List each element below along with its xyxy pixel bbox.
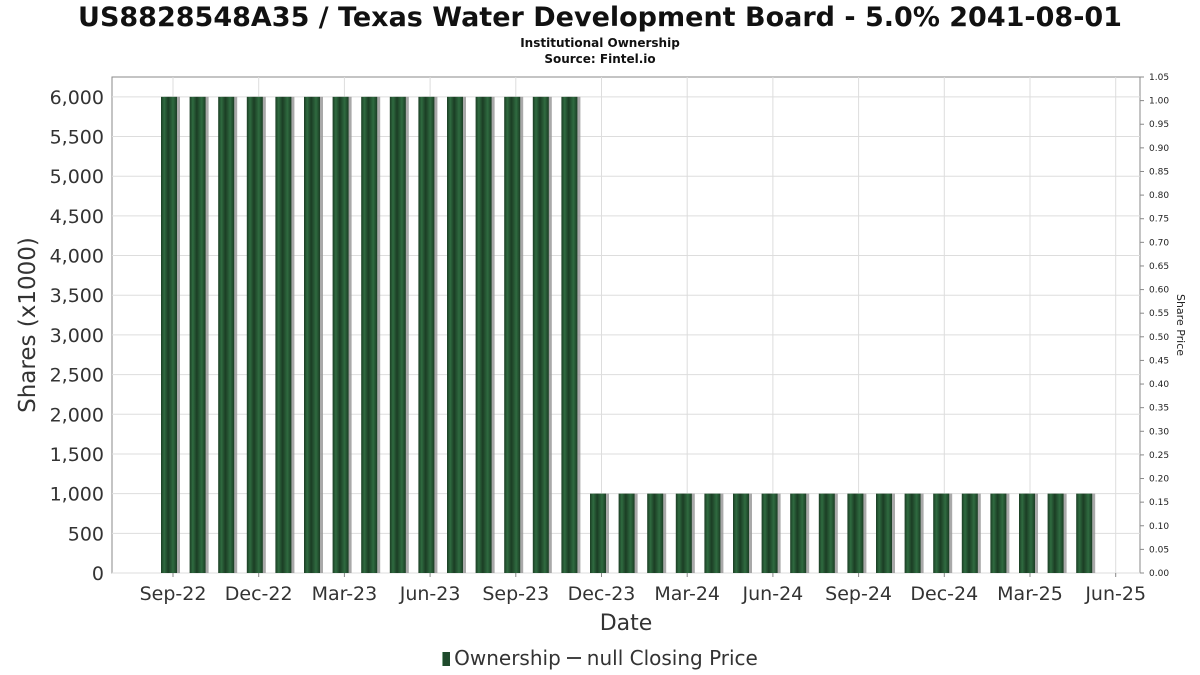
- ownership-bar: [418, 96, 435, 573]
- ownership-bar: [790, 493, 807, 573]
- price-legend-label: null Closing Price: [586, 646, 758, 670]
- y2-tick-label: 0.10: [1149, 522, 1169, 532]
- x-tick-label: Mar-25: [997, 583, 1063, 605]
- y2-tick-label: 0.15: [1149, 498, 1169, 508]
- ownership-bar: [332, 96, 349, 573]
- y-tick-label: 4,000: [50, 246, 104, 268]
- ownership-bar: [675, 493, 692, 573]
- y2-tick-label: 0.30: [1149, 427, 1169, 437]
- x-axis-label: Date: [600, 611, 653, 636]
- y2-tick-label: 0.75: [1149, 215, 1169, 225]
- y-axis-label: Shares (x1000): [15, 237, 41, 413]
- ownership-bar: [504, 96, 521, 573]
- x-tick-label: Sep-23: [482, 583, 549, 605]
- y2-tick-label: 0.90: [1149, 144, 1169, 154]
- y2-tick-label: 0.95: [1149, 120, 1169, 130]
- y2-tick-label: 0.20: [1149, 475, 1169, 485]
- x-tick-label: Mar-23: [312, 583, 378, 605]
- y-tick-label: 6,000: [50, 87, 104, 109]
- ownership-legend-swatch: [442, 652, 451, 666]
- y2-tick-label: 0.25: [1149, 451, 1169, 461]
- x-tick-label: Jun-23: [399, 583, 461, 605]
- ownership-bar: [189, 96, 206, 573]
- y2-tick-label: 1.05: [1149, 73, 1169, 83]
- y-tick-label: 4,500: [50, 206, 104, 228]
- y-tick-label: 5,000: [50, 166, 104, 188]
- ownership-bar: [590, 493, 606, 573]
- ownership-bar: [1076, 493, 1093, 573]
- ownership-bar: [990, 493, 1007, 573]
- y2-tick-label: 0.05: [1149, 545, 1169, 555]
- y-tick-label: 3,500: [50, 285, 104, 307]
- ownership-bar: [761, 493, 778, 573]
- y2-tick-label: 0.65: [1149, 262, 1169, 272]
- ownership-bar: [647, 493, 664, 573]
- ownership-bar: [704, 493, 721, 573]
- x-tick-label: Dec-24: [910, 583, 978, 605]
- ownership-legend-label: Ownership: [454, 646, 561, 670]
- x-tick-label: Mar-24: [654, 583, 720, 605]
- ownership-bar: [1019, 493, 1035, 573]
- x-tick-label: Dec-22: [225, 583, 293, 605]
- y-tick-label: 1,500: [50, 444, 104, 466]
- ownership-bar: [389, 96, 406, 573]
- ownership-bar: [904, 493, 921, 573]
- y-tick-label: 500: [68, 523, 104, 545]
- ownership-bar: [361, 96, 378, 573]
- ownership-bar: [933, 493, 950, 573]
- ownership-bar: [618, 493, 635, 573]
- ownership-bar: [218, 96, 235, 573]
- x-tick-label: Sep-22: [140, 583, 207, 605]
- x-tick-label: Sep-24: [825, 583, 892, 605]
- ownership-bar: [532, 96, 549, 573]
- x-tick-label: Jun-24: [742, 583, 804, 605]
- ownership-bar: [876, 493, 892, 573]
- y2-tick-label: 0.70: [1149, 238, 1169, 248]
- ownership-bar: [1047, 493, 1064, 573]
- ownership-bar: [475, 96, 492, 573]
- ownership-bar: [246, 96, 263, 573]
- y2-tick-label: 0.00: [1149, 569, 1169, 579]
- y2-tick-label: 0.35: [1149, 404, 1169, 414]
- ownership-bar: [818, 493, 835, 573]
- price-legend-line: [566, 657, 581, 659]
- y-tick-label: 3,000: [50, 325, 104, 347]
- y2-tick-label: 1.00: [1149, 97, 1169, 107]
- y2-tick-label: 0.85: [1149, 167, 1169, 177]
- ownership-bar: [733, 493, 749, 573]
- ownership-bar: [561, 96, 578, 573]
- ownership-bar: [961, 493, 978, 573]
- y-tick-label: 1,000: [50, 484, 104, 506]
- y2-axis-label: Share Price: [1174, 294, 1187, 356]
- legend: Ownership null Closing Price: [0, 646, 1200, 670]
- chart-title: US8828548A35 / Texas Water Development B…: [78, 2, 1122, 33]
- ownership-bar: [304, 96, 320, 573]
- x-tick-label: Jun-25: [1084, 583, 1146, 605]
- y-tick-label: 5,500: [50, 127, 104, 149]
- chart-subtitle: Institutional Ownership: [520, 36, 680, 50]
- y2-tick-label: 0.45: [1149, 356, 1169, 366]
- y-tick-label: 0: [92, 563, 104, 585]
- y2-tick-label: 0.60: [1149, 286, 1169, 296]
- ownership-bar: [447, 96, 463, 573]
- y-tick-label: 2,500: [50, 365, 104, 387]
- y-tick-label: 2,000: [50, 404, 104, 426]
- x-tick-label: Dec-23: [568, 583, 636, 605]
- ownership-bar: [275, 96, 292, 573]
- y2-tick-label: 0.50: [1149, 333, 1169, 343]
- ownership-bar: [847, 493, 864, 573]
- y2-tick-label: 0.40: [1149, 380, 1169, 390]
- y2-tick-label: 0.55: [1149, 309, 1169, 319]
- chart-source: Source: Fintel.io: [544, 52, 656, 66]
- ownership-bar: [161, 96, 177, 573]
- y2-tick-label: 0.80: [1149, 191, 1169, 201]
